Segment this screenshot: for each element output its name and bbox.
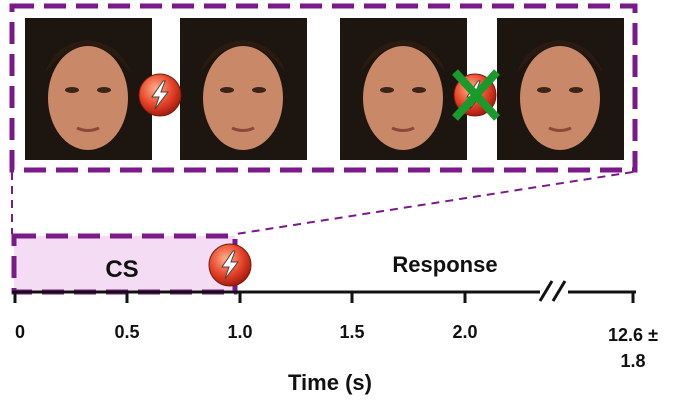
- cs-label: CS: [92, 256, 152, 284]
- tick-label: 0: [0, 322, 50, 343]
- shock-icon: [209, 244, 251, 286]
- tick-label: 0.5: [97, 322, 157, 343]
- tick-label: 2.0: [435, 322, 495, 343]
- tick-label: 12.6 ± 1.8: [600, 322, 666, 374]
- face-image: [25, 18, 152, 160]
- response-label: Response: [365, 252, 525, 278]
- tick-label: 1.0: [210, 322, 270, 343]
- face-image: [180, 18, 307, 160]
- zoom-line: [236, 172, 633, 234]
- shock-icon: [139, 74, 181, 116]
- tick-label: 1.5: [322, 322, 382, 343]
- face-image: [497, 18, 624, 160]
- face-image: [340, 18, 467, 160]
- axis-title: Time (s): [250, 370, 410, 396]
- figure: CS Response 0 0.5 1.0 1.5 2.0 12.6 ± 1.8…: [0, 0, 673, 400]
